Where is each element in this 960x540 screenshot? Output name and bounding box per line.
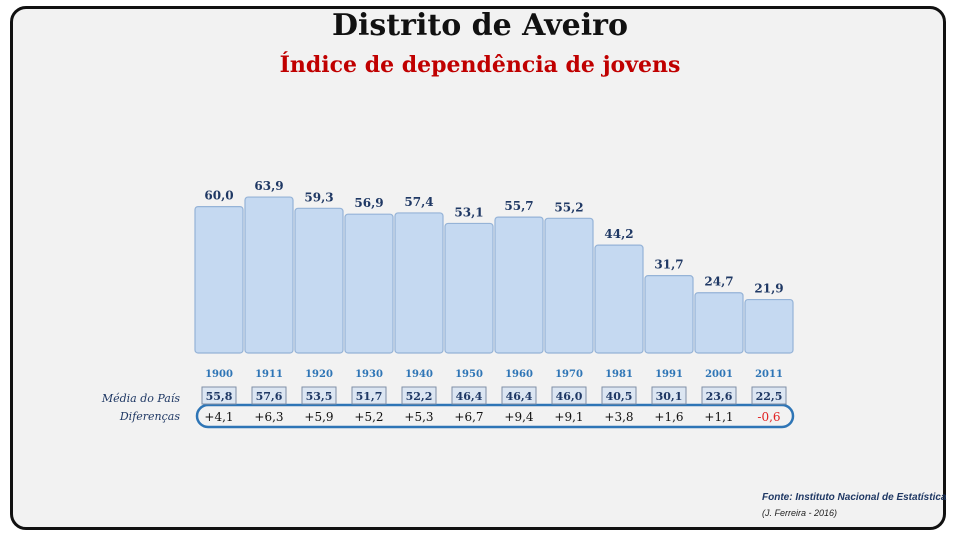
bar-1930 xyxy=(344,213,394,354)
bar-1900 xyxy=(194,206,244,354)
bar-2011 xyxy=(744,298,794,354)
national-average-1930: 51,7 xyxy=(356,390,383,403)
average-box-1991 xyxy=(651,386,687,405)
year-tick-1991: 1991 xyxy=(655,369,683,380)
data-label-1940: 57,4 xyxy=(404,195,433,209)
national-average-1900: 55,8 xyxy=(206,390,233,403)
year-tick-1960: 1960 xyxy=(505,369,533,380)
data-label-1950: 53,1 xyxy=(454,205,483,219)
difference-1960: +9,4 xyxy=(504,410,534,424)
difference-1900: +4,1 xyxy=(204,410,233,424)
national-average-1991: 30,1 xyxy=(656,390,683,403)
average-box-1920 xyxy=(301,386,337,405)
data-label-1911: 63,9 xyxy=(254,179,283,193)
bar-1911 xyxy=(244,196,294,354)
difference-1930: +5,2 xyxy=(354,410,383,424)
data-label-2001: 24,7 xyxy=(704,275,733,289)
year-tick-1950: 1950 xyxy=(455,369,483,380)
difference-1981: +3,8 xyxy=(604,410,633,424)
bar-1981 xyxy=(594,244,644,354)
national-average-1940: 52,2 xyxy=(406,390,433,403)
national-average-1920: 53,5 xyxy=(306,390,333,403)
national-average-1981: 40,5 xyxy=(606,390,633,403)
data-label-1930: 56,9 xyxy=(354,196,383,210)
difference-1991: +1,6 xyxy=(654,410,683,424)
average-box-1950 xyxy=(451,386,487,405)
average-box-1930 xyxy=(351,386,387,405)
bar-1940 xyxy=(394,212,444,354)
average-box-2001 xyxy=(701,386,737,405)
average-box-1981 xyxy=(601,386,637,405)
year-tick-1900: 1900 xyxy=(205,369,233,380)
year-tick-1981: 1981 xyxy=(605,369,633,380)
national-average-1950: 46,4 xyxy=(456,390,483,403)
difference-1911: +6,3 xyxy=(254,410,283,424)
difference-2001: +1,1 xyxy=(704,410,733,424)
year-tick-1940: 1940 xyxy=(405,369,433,380)
average-box-1940 xyxy=(401,386,437,405)
difference-1950: +6,7 xyxy=(454,410,483,424)
national-average-2011: 22,5 xyxy=(756,390,783,403)
average-box-1900 xyxy=(201,386,237,405)
bar-1920 xyxy=(294,207,344,354)
chart-subtitle: Índice de dependência de jovens xyxy=(279,52,681,78)
bar-1991 xyxy=(644,275,694,354)
data-label-1960: 55,7 xyxy=(504,199,533,213)
national-average-1911: 57,6 xyxy=(256,390,283,403)
bar-2001 xyxy=(694,292,744,354)
year-tick-2011: 2011 xyxy=(755,369,783,380)
year-tick-2001: 2001 xyxy=(705,369,733,380)
differences-label: Diferenças xyxy=(119,410,180,423)
difference-1970: +9,1 xyxy=(554,410,583,424)
differences-outline xyxy=(195,403,795,429)
difference-2011: -0,6 xyxy=(757,410,780,424)
bar-1950 xyxy=(444,222,494,354)
national-average-1970: 46,0 xyxy=(556,390,583,403)
data-label-1920: 59,3 xyxy=(304,190,333,204)
difference-1940: +5,3 xyxy=(404,410,433,424)
year-tick-1920: 1920 xyxy=(305,369,333,380)
average-box-1970 xyxy=(551,386,587,405)
average-box-1960 xyxy=(501,386,537,405)
chart-title: Distrito de Aveiro xyxy=(332,8,628,43)
national-average-1960: 46,4 xyxy=(506,390,533,403)
data-label-1970: 55,2 xyxy=(554,200,583,214)
year-tick-1911: 1911 xyxy=(255,369,283,380)
data-label-1981: 44,2 xyxy=(604,227,633,241)
credit-note: (J. Ferreira - 2016) xyxy=(762,508,838,518)
year-tick-1970: 1970 xyxy=(555,369,583,380)
data-label-1991: 31,7 xyxy=(654,258,683,272)
bar-1970 xyxy=(544,217,594,354)
national-average-2001: 23,6 xyxy=(706,390,733,403)
bar-1960 xyxy=(494,216,544,354)
national-average-label: Média do País xyxy=(101,392,180,405)
difference-1920: +5,9 xyxy=(304,410,333,424)
data-label-1900: 60,0 xyxy=(204,189,233,203)
data-label-2011: 21,9 xyxy=(754,282,783,296)
average-box-2011 xyxy=(751,386,787,405)
year-tick-1930: 1930 xyxy=(355,369,383,380)
average-box-1911 xyxy=(251,386,287,405)
source-note: Fonte: Instituto Nacional de Estatística xyxy=(762,492,947,503)
